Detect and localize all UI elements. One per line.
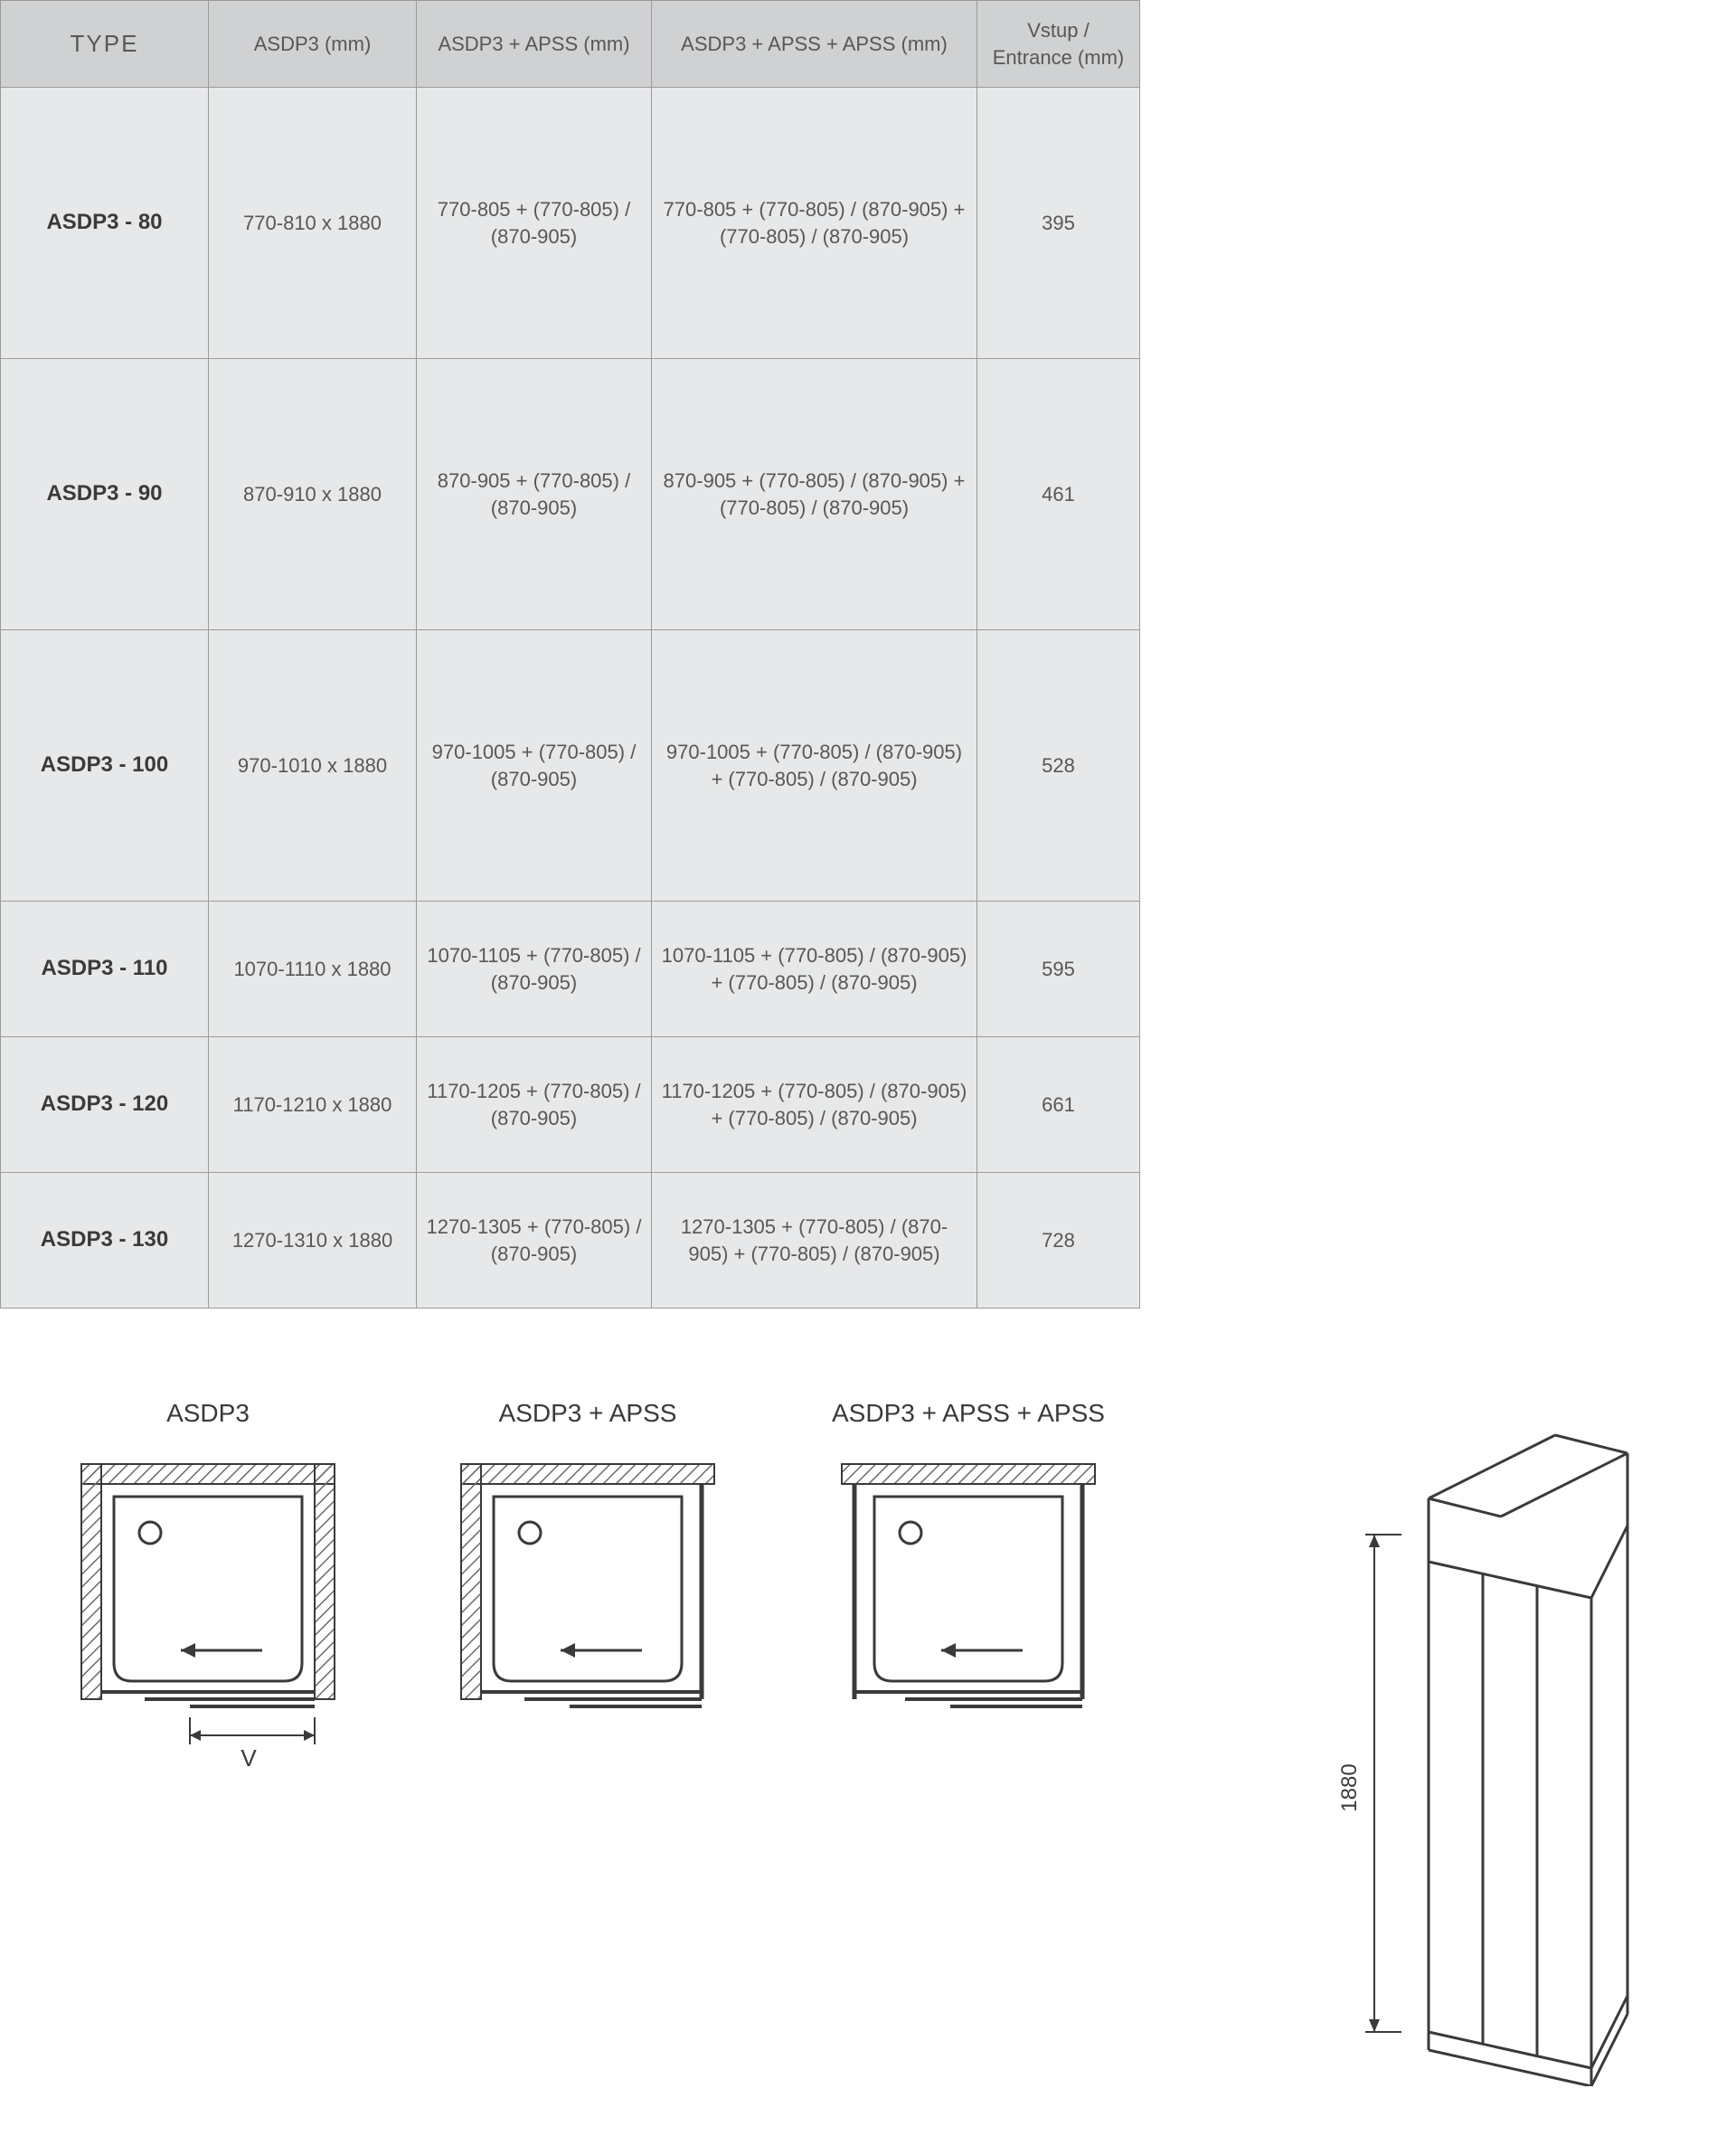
cell-type: ASDP3 - 110	[1, 902, 209, 1037]
plan-label: ASDP3 + APSS + APSS	[832, 1399, 1105, 1428]
cell-apss2: 1170-1205 + (770-805) / (870-905) + (770…	[652, 1037, 977, 1173]
cell-type: ASDP3 - 80	[1, 88, 209, 359]
table-row: ASDP3 - 100 970-1010 x 1880 970-1005 + (…	[1, 630, 1140, 902]
cell-apss2: 770-805 + (770-805) / (870-905) + (770-8…	[652, 88, 977, 359]
page: TYPE ASDP3 (mm) ASDP3 + APSS (mm) ASDP3 …	[0, 0, 1736, 2145]
cell-type: ASDP3 - 90	[1, 359, 209, 630]
cell-entrance: 461	[977, 359, 1140, 630]
entrance-symbol: V	[241, 1744, 257, 1772]
cell-apss2: 870-905 + (770-805) / (870-905) + (770-8…	[652, 359, 977, 630]
cell-type: ASDP3 - 120	[1, 1037, 209, 1173]
plan-asdp3-apss-apss: ASDP3 + APSS + APSS	[832, 1399, 1105, 1731]
cell-apss2: 970-1005 + (770-805) / (870-905) + (770-…	[652, 630, 977, 902]
cell-asdp3: 1270-1310 x 1880	[209, 1173, 417, 1309]
cell-type: ASDP3 - 130	[1, 1173, 209, 1309]
col-header-type: TYPE	[1, 1, 209, 88]
iso-height-label: 1880	[1337, 1763, 1362, 1811]
cell-entrance: 528	[977, 630, 1140, 902]
cell-apss1: 1170-1205 + (770-805) / (870-905)	[417, 1037, 652, 1173]
cell-apss2: 1270-1305 + (770-805) / (870-905) + (770…	[652, 1173, 977, 1309]
cell-asdp3: 1170-1210 x 1880	[209, 1037, 417, 1173]
table-row: ASDP3 - 110 1070-1110 x 1880 1070-1105 +…	[1, 902, 1140, 1037]
diagrams-row: ASDP3	[0, 1309, 1736, 2145]
plan-label: ASDP3 + APSS	[452, 1399, 723, 1428]
cell-type: ASDP3 - 100	[1, 630, 209, 902]
plan-asdp3-icon: V	[72, 1455, 344, 1781]
cell-entrance: 661	[977, 1037, 1140, 1173]
spec-table-body: ASDP3 - 80 770-810 x 1880 770-805 + (770…	[1, 88, 1140, 1309]
cell-apss1: 1270-1305 + (770-805) / (870-905)	[417, 1173, 652, 1309]
plan-label: ASDP3	[72, 1399, 344, 1428]
col-header-apss1: ASDP3 + APSS (mm)	[417, 1, 652, 88]
table-row: ASDP3 - 130 1270-1310 x 1880 1270-1305 +…	[1, 1173, 1140, 1309]
table-row: ASDP3 - 90 870-910 x 1880 870-905 + (770…	[1, 359, 1140, 630]
cell-entrance: 728	[977, 1173, 1140, 1309]
cell-apss1: 870-905 + (770-805) / (870-905)	[417, 359, 652, 630]
cell-asdp3: 870-910 x 1880	[209, 359, 417, 630]
plan-asdp3-apss-apss-icon	[833, 1455, 1104, 1726]
iso-diagram-icon: 1880	[1320, 1399, 1664, 2086]
table-row: ASDP3 - 80 770-810 x 1880 770-805 + (770…	[1, 88, 1140, 359]
cell-apss1: 970-1005 + (770-805) / (870-905)	[417, 630, 652, 902]
cell-asdp3: 770-810 x 1880	[209, 88, 417, 359]
cell-asdp3: 1070-1110 x 1880	[209, 902, 417, 1037]
cell-apss2: 1070-1105 + (770-805) / (870-905) + (770…	[652, 902, 977, 1037]
iso-view: 1880	[1320, 1399, 1664, 2091]
col-header-entrance: Vstup / Entrance (mm)	[977, 1, 1140, 88]
cell-apss1: 770-805 + (770-805) / (870-905)	[417, 88, 652, 359]
col-header-apss2: ASDP3 + APSS + APSS (mm)	[652, 1, 977, 88]
spec-table: TYPE ASDP3 (mm) ASDP3 + APSS (mm) ASDP3 …	[0, 0, 1140, 1309]
cell-entrance: 395	[977, 88, 1140, 359]
cell-asdp3: 970-1010 x 1880	[209, 630, 417, 902]
table-row: ASDP3 - 120 1170-1210 x 1880 1170-1205 +…	[1, 1037, 1140, 1173]
plan-group: ASDP3	[72, 1399, 1105, 1785]
plan-asdp3: ASDP3	[72, 1399, 344, 1785]
cell-apss1: 1070-1105 + (770-805) / (870-905)	[417, 902, 652, 1037]
spec-table-head: TYPE ASDP3 (mm) ASDP3 + APSS (mm) ASDP3 …	[1, 1, 1140, 88]
plan-asdp3-apss: ASDP3 + APSS	[452, 1399, 723, 1731]
plan-asdp3-apss-icon	[452, 1455, 723, 1726]
col-header-asdp3: ASDP3 (mm)	[209, 1, 417, 88]
cell-entrance: 595	[977, 902, 1140, 1037]
